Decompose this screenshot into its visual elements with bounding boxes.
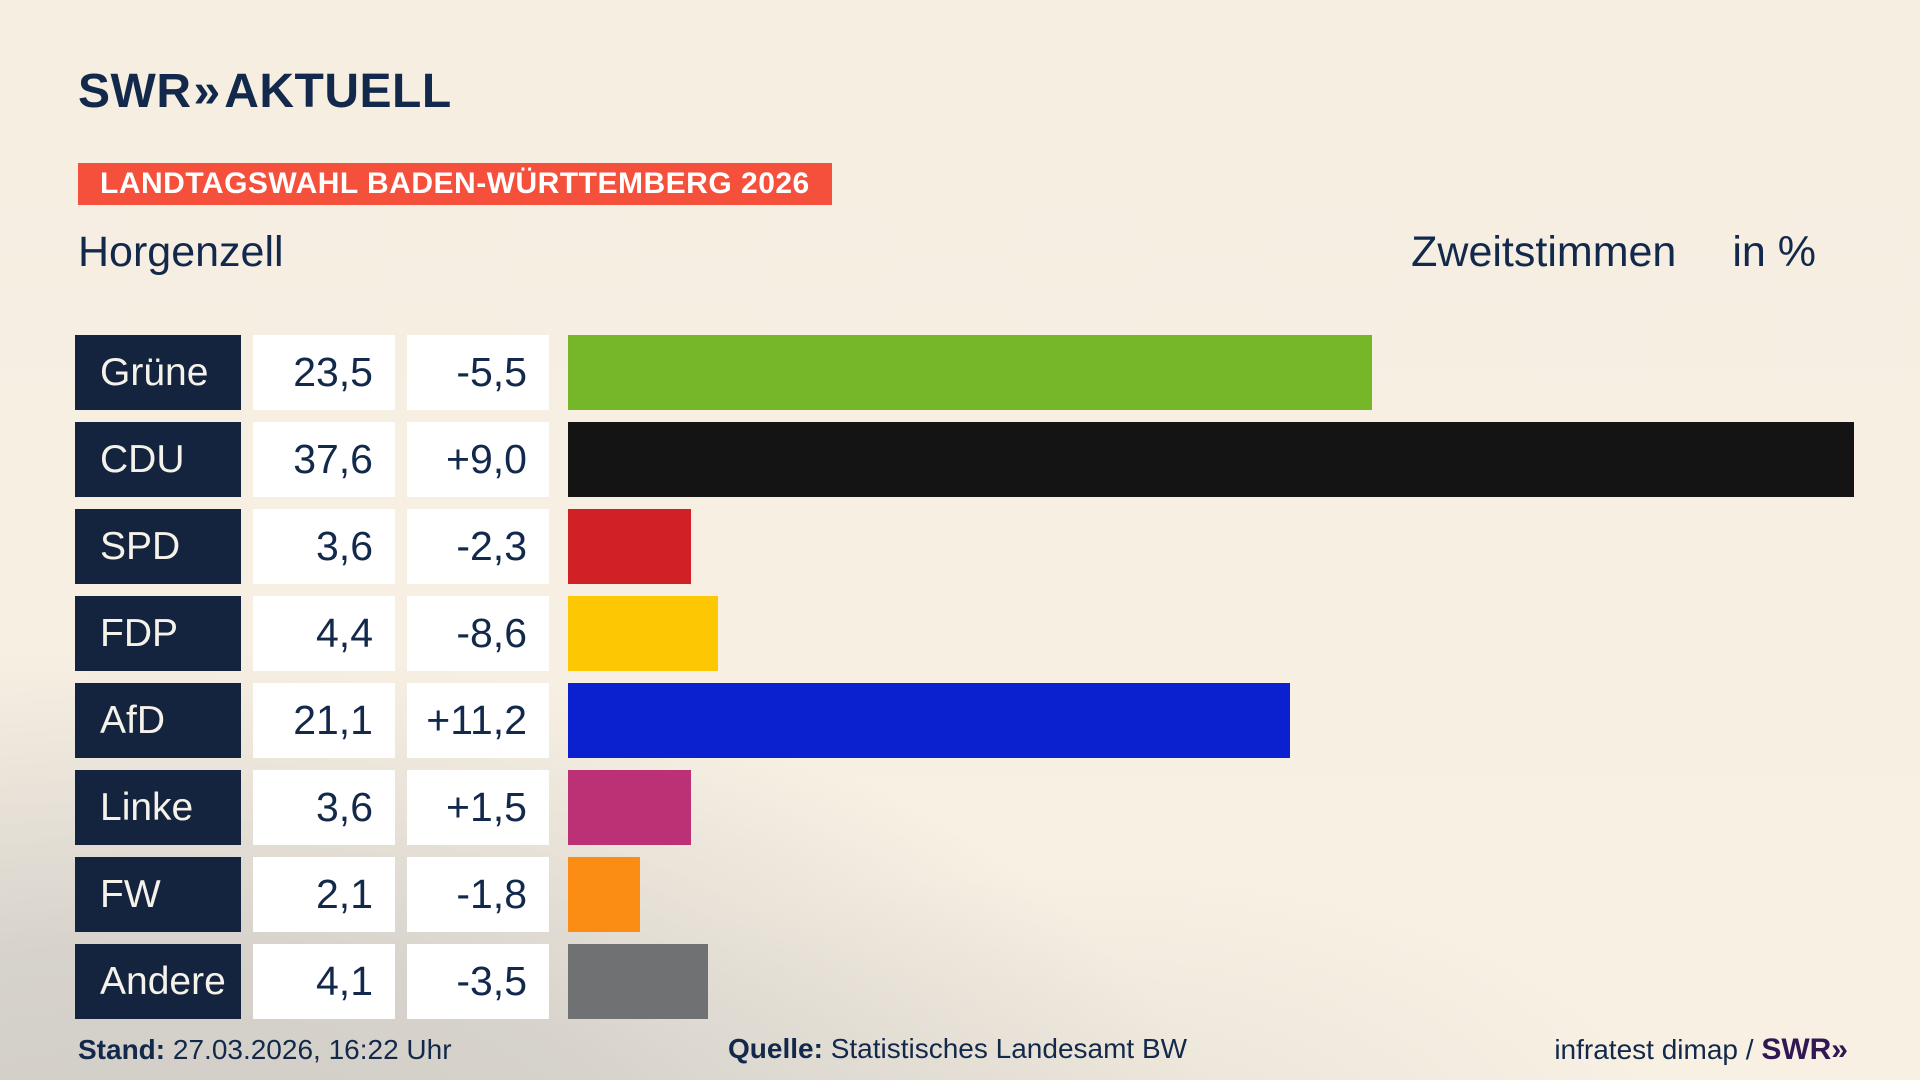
party-diff: -8,6 xyxy=(407,596,549,671)
bar-track xyxy=(556,335,1920,410)
table-row-andere: Andere 4,1 -3,5 xyxy=(75,944,1920,1019)
party-value: 4,4 xyxy=(253,596,395,671)
party-label: FDP xyxy=(75,596,241,671)
credit-attribution: infratest dimap / SWR» xyxy=(1554,1033,1848,1067)
title-row: Horgenzell Zweitstimmen in % xyxy=(78,228,1816,277)
unit-label: in % xyxy=(1732,228,1816,276)
chevrons-icon: » xyxy=(193,65,220,118)
party-value: 2,1 xyxy=(253,857,395,932)
stand-value: 27.03.2026, 16:22 Uhr xyxy=(165,1034,452,1065)
municipality-title: Horgenzell xyxy=(78,228,284,276)
party-bar xyxy=(568,683,1290,758)
table-row-fw: FW 2,1 -1,8 xyxy=(75,857,1920,932)
bar-track xyxy=(556,422,1920,497)
table-row-gruene: Grüne 23,5 -5,5 xyxy=(75,335,1920,410)
party-diff: +1,5 xyxy=(407,770,549,845)
swr-wordmark: SWR xyxy=(78,65,192,118)
results-table: Grüne 23,5 -5,5 CDU 37,6 +9,0 SPD 3,6 -2… xyxy=(75,335,1920,1031)
party-bar xyxy=(568,596,718,671)
party-diff: -2,3 xyxy=(407,509,549,584)
party-label: Grüne xyxy=(75,335,241,410)
bar-track xyxy=(556,944,1920,1019)
measure-title: Zweitstimmen in % xyxy=(1411,228,1816,277)
party-value: 4,1 xyxy=(253,944,395,1019)
contest-banner: LANDTAGSWAHL BADEN-WÜRTTEMBERG 2026 xyxy=(78,163,832,205)
party-value: 3,6 xyxy=(253,509,395,584)
party-diff: -1,8 xyxy=(407,857,549,932)
party-bar xyxy=(568,944,708,1019)
party-label: Linke xyxy=(75,770,241,845)
party-bar xyxy=(568,770,691,845)
bar-track xyxy=(556,770,1920,845)
aktuell-wordmark: AKTUELL xyxy=(224,65,452,118)
source-attribution: Quelle: Statistisches Landesamt BW xyxy=(728,1033,1187,1065)
party-bar xyxy=(568,335,1372,410)
party-label: Andere xyxy=(75,944,241,1019)
bar-track xyxy=(556,683,1920,758)
bar-track xyxy=(556,596,1920,671)
party-diff: -5,5 xyxy=(407,335,549,410)
party-value: 3,6 xyxy=(253,770,395,845)
footer: Stand: 27.03.2026, 16:22 Uhr Quelle: Sta… xyxy=(78,1033,1848,1067)
quelle-label: Quelle: xyxy=(728,1033,823,1064)
party-bar xyxy=(568,422,1854,497)
table-row-fdp: FDP 4,4 -8,6 xyxy=(75,596,1920,671)
party-label: SPD xyxy=(75,509,241,584)
party-diff: +11,2 xyxy=(407,683,549,758)
table-row-spd: SPD 3,6 -2,3 xyxy=(75,509,1920,584)
quelle-value: Statistisches Landesamt BW xyxy=(822,1033,1188,1064)
party-diff: -3,5 xyxy=(407,944,549,1019)
bar-track xyxy=(556,509,1920,584)
stand-timestamp: Stand: 27.03.2026, 16:22 Uhr xyxy=(78,1034,452,1066)
party-diff: +9,0 xyxy=(407,422,549,497)
party-bar xyxy=(568,857,640,932)
party-value: 37,6 xyxy=(253,422,395,497)
swr-aktuell-logo: SWR» AKTUELL xyxy=(78,64,452,119)
swr-footer-logo: SWR» xyxy=(1761,1033,1848,1066)
party-value: 21,1 xyxy=(253,683,395,758)
stand-label: Stand: xyxy=(78,1034,166,1065)
party-value: 23,5 xyxy=(253,335,395,410)
table-row-afd: AfD 21,1 +11,2 xyxy=(75,683,1920,758)
party-label: CDU xyxy=(75,422,241,497)
bar-track xyxy=(556,857,1920,932)
party-label: FW xyxy=(75,857,241,932)
measure-label: Zweitstimmen xyxy=(1411,228,1677,276)
credit-text: infratest dimap / xyxy=(1554,1034,1762,1065)
party-bar xyxy=(568,509,691,584)
party-label: AfD xyxy=(75,683,241,758)
table-row-linke: Linke 3,6 +1,5 xyxy=(75,770,1920,845)
table-row-cdu: CDU 37,6 +9,0 xyxy=(75,422,1920,497)
